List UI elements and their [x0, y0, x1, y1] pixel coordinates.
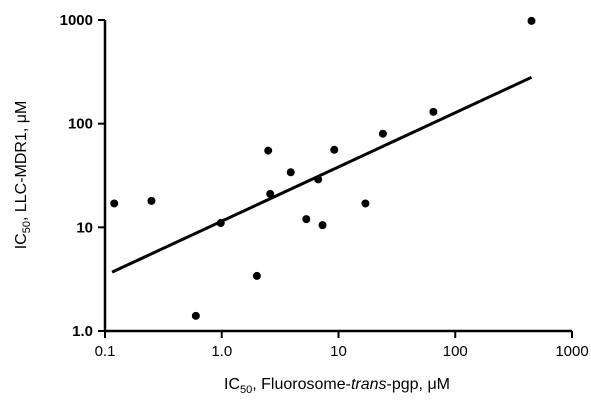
x-tick-label: 0.1: [95, 343, 116, 360]
data-point: [378, 129, 387, 138]
x-axis-label: IC50, Fluorosome-trans-pgp, μM: [224, 376, 450, 396]
x-axis-ticks: 0.1 1.0 10 100 1000: [95, 331, 589, 360]
y-tick-label: 1000: [60, 12, 93, 29]
data-point: [110, 199, 119, 208]
y-axis-ticks: 1.0 10 100 1000: [60, 12, 105, 340]
data-point: [330, 145, 339, 154]
data-point: [302, 215, 311, 224]
y-tick-label: 100: [68, 116, 93, 133]
x-tick-label: 1.0: [211, 343, 232, 360]
data-point: [191, 311, 200, 320]
x-tick-label: 1000: [555, 343, 588, 360]
x-tick-label: 100: [443, 343, 468, 360]
data-point: [216, 219, 225, 228]
data-point: [429, 107, 438, 116]
regression-line: [111, 75, 533, 274]
x-tick-label: 10: [330, 343, 347, 360]
data-point: [264, 146, 273, 155]
data-point: [147, 196, 156, 205]
y-axis-label: IC50, LLC-MDR1, μM: [13, 101, 33, 250]
data-point: [318, 221, 327, 230]
data-point: [252, 271, 261, 280]
data-point: [286, 168, 295, 177]
y-tick-label: 10: [76, 219, 93, 236]
data-point: [361, 199, 370, 208]
y-tick-label: 1.0: [72, 323, 93, 340]
data-point: [266, 189, 275, 198]
data-point: [527, 16, 536, 25]
data-points: [110, 16, 536, 320]
data-point: [314, 175, 323, 184]
